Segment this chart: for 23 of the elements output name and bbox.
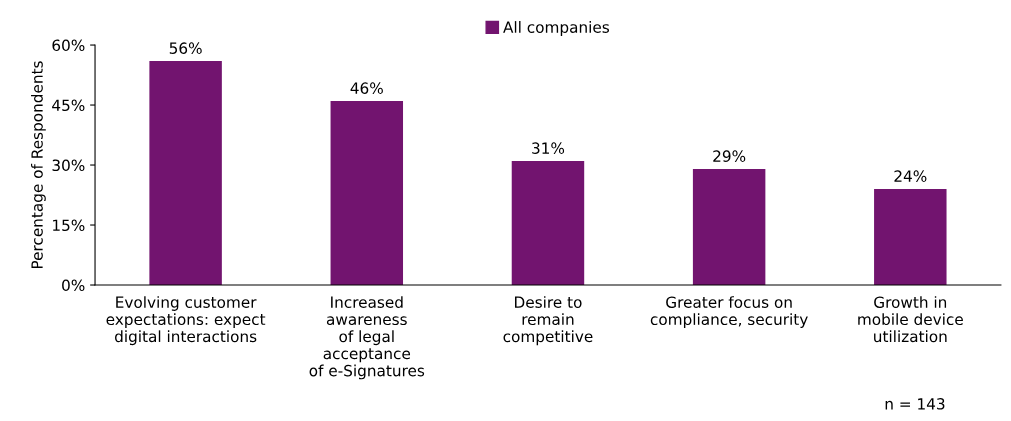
y-tick-label: 45% <box>52 99 85 112</box>
data-label: 29% <box>713 150 746 162</box>
data-label: 24% <box>894 170 927 182</box>
bar <box>874 189 947 286</box>
bar <box>692 169 766 286</box>
data-label: 56% <box>169 42 202 54</box>
y-tick-label: 15% <box>53 219 85 232</box>
x-tick-label: Greater focus on compliance, security <box>650 296 808 329</box>
y-axis-title: Percentage of Respondents <box>31 61 46 269</box>
y-tick-label: 60% <box>52 39 85 52</box>
x-tick-label: Growth in mobile device utilization <box>858 296 963 343</box>
data-label: 31% <box>532 142 565 154</box>
bar <box>511 161 585 286</box>
y-tick-label: 0% <box>62 279 85 292</box>
text: n = 143 <box>885 398 945 410</box>
legend-label: All companies <box>503 21 610 36</box>
bar <box>330 101 404 286</box>
bar <box>149 61 222 286</box>
x-tick-label: Evolving customer expectations: expect digital interactions <box>106 296 266 346</box>
y-tick-label: 30% <box>52 159 85 172</box>
x-tick-label: Desire to remain competitive <box>503 296 593 346</box>
data-label: 46% <box>350 82 383 94</box>
x-tick-label: Increased awareness of legal acceptance of e-Signatures <box>309 296 425 380</box>
